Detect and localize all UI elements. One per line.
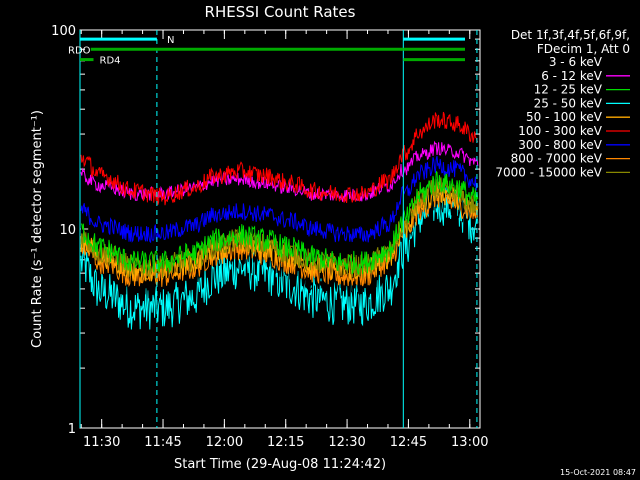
legend-entry-label: 25 - 50 keV	[534, 96, 603, 110]
legend-entry-label: 50 - 100 keV	[526, 110, 603, 124]
x-tick-label: 12:15	[267, 435, 304, 450]
y-tick-label: 100	[51, 24, 76, 39]
status-bar-label: RD4	[100, 56, 121, 67]
series-line	[80, 183, 479, 330]
y-tick-label: 10	[59, 223, 76, 238]
series-line	[80, 170, 479, 276]
timestamp: 15-Oct-2021 08:47	[560, 468, 636, 477]
legend: Det 1f,3f,4f,5f,6f,9f, FDecim 1, Att 0 3…	[495, 28, 630, 179]
x-tick-label: 13:00	[451, 435, 488, 450]
series-line	[80, 111, 479, 206]
series-line	[80, 155, 479, 244]
legend-entry-label: 3 - 6 keV	[549, 55, 603, 69]
series-line	[80, 179, 479, 283]
series-line	[80, 177, 479, 279]
x-tick-label: 11:45	[144, 435, 181, 450]
legend-entry-label: 7000 - 15000 keV	[495, 165, 602, 179]
status-bar-label: RDO	[68, 45, 91, 56]
x-axis-label: Start Time (29-Aug-08 11:24:42)	[174, 457, 386, 472]
chart-title: RHESSI Count Rates	[205, 3, 356, 21]
annotation-layer: N RDO RD4	[68, 30, 478, 428]
series-layer	[80, 111, 479, 330]
x-tick-label: 12:45	[390, 435, 427, 450]
status-bar-label: N	[167, 35, 174, 46]
legend-entry-label: 300 - 800 keV	[518, 138, 602, 152]
legend-header-line-1: Det 1f,3f,4f,5f,6f,9f,	[511, 28, 630, 42]
x-tick-label: 11:30	[83, 435, 120, 450]
y-axis-label: Count Rate (s⁻¹ detector segment⁻¹)	[30, 110, 45, 348]
x-tick-label: 12:30	[328, 435, 365, 450]
legend-entry-label: 100 - 300 keV	[518, 124, 602, 138]
x-axis: 11:30 11:45 12:00 12:15 12:30 12:45 13:00	[80, 30, 489, 450]
legend-entry-label: 6 - 12 keV	[541, 69, 603, 83]
x-tick-label: 12:00	[206, 435, 243, 450]
legend-header-line-2: FDecim 1, Att 0	[537, 42, 630, 56]
legend-entry-label: 800 - 7000 keV	[511, 152, 603, 166]
y-axis: 1 10 100	[51, 24, 480, 437]
legend-entry-label: 12 - 25 keV	[534, 83, 603, 97]
y-tick-label: 1	[68, 422, 76, 437]
